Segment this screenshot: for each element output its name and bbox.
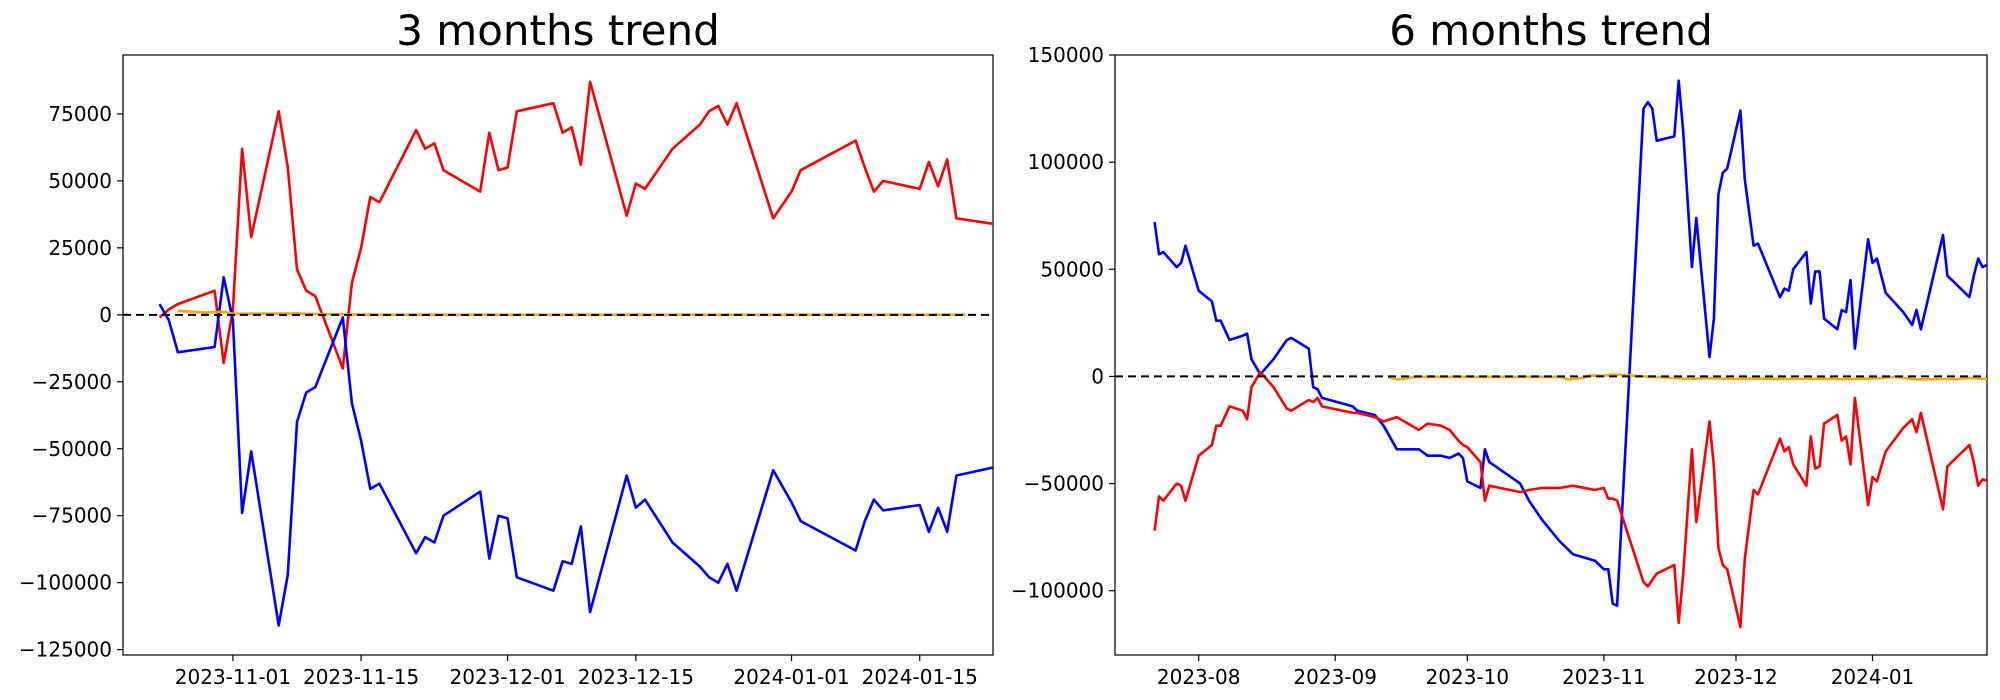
x-tick-label: 2023-11 [1562, 665, 1646, 689]
y-tick-label: 0 [1091, 364, 1104, 388]
series-line-1 [1153, 370, 1987, 629]
y-tick-label: 75000 [48, 102, 112, 126]
x-tick-label: 2023-12-01 [450, 665, 566, 689]
y-tick-label: −75000 [32, 504, 112, 528]
x-tick-label: 2023-11-15 [303, 665, 419, 689]
series-layer [1115, 79, 1987, 629]
y-tick-label: −50000 [32, 437, 112, 461]
chart-6-months: 6 months trend 2023-08 2023-09 2023-10 2023… [1011, 6, 1988, 689]
plot-area [122, 54, 994, 656]
ticks-layer: 2023-11-01 2023-11-15 2023-12-01 2023-12-15… [19, 102, 978, 689]
x-tick-label: 2023-11-01 [175, 665, 291, 689]
x-tick-label: 2023-12-15 [578, 665, 694, 689]
y-tick-label: 25000 [48, 236, 112, 260]
x-tick-label: 2023-08 [1157, 665, 1241, 689]
y-tick-label: −125000 [19, 638, 112, 662]
plot-area [1114, 54, 1988, 656]
x-tick-label: 2023-10 [1426, 665, 1510, 689]
y-tick-label: −25000 [32, 370, 112, 394]
y-tick-label: 0 [99, 303, 112, 327]
y-tick-label: −100000 [1011, 579, 1104, 603]
series-line-2 [1387, 373, 1987, 381]
ticks-layer: 2023-08 2023-09 2023-10 2023-11 2023-12 2024-… [1011, 43, 1914, 689]
y-tick-label: 100000 [1028, 150, 1104, 174]
series-line-1 [158, 276, 993, 627]
chart-title: 3 months trend [396, 6, 720, 55]
x-tick-label: 2023-09 [1293, 665, 1377, 689]
x-tick-label: 2024-01-01 [733, 665, 849, 689]
series-line-0 [158, 80, 993, 370]
x-tick-label: 2024-01-15 [862, 665, 978, 689]
x-tick-label: 2023-12 [1694, 665, 1778, 689]
chart-3-months: 3 months trend 2023-11-01 2023-11-15 2023-… [19, 6, 994, 689]
chart-title: 6 months trend [1389, 6, 1713, 55]
series-layer [123, 80, 993, 627]
y-tick-label: 50000 [1040, 257, 1104, 281]
y-tick-label: −100000 [19, 571, 112, 595]
series-line-0 [1153, 79, 1987, 607]
y-tick-label: −50000 [1024, 472, 1104, 496]
y-tick-label: 150000 [1028, 43, 1104, 67]
y-tick-label: 50000 [48, 169, 112, 193]
x-tick-label: 2024-01 [1831, 665, 1915, 689]
